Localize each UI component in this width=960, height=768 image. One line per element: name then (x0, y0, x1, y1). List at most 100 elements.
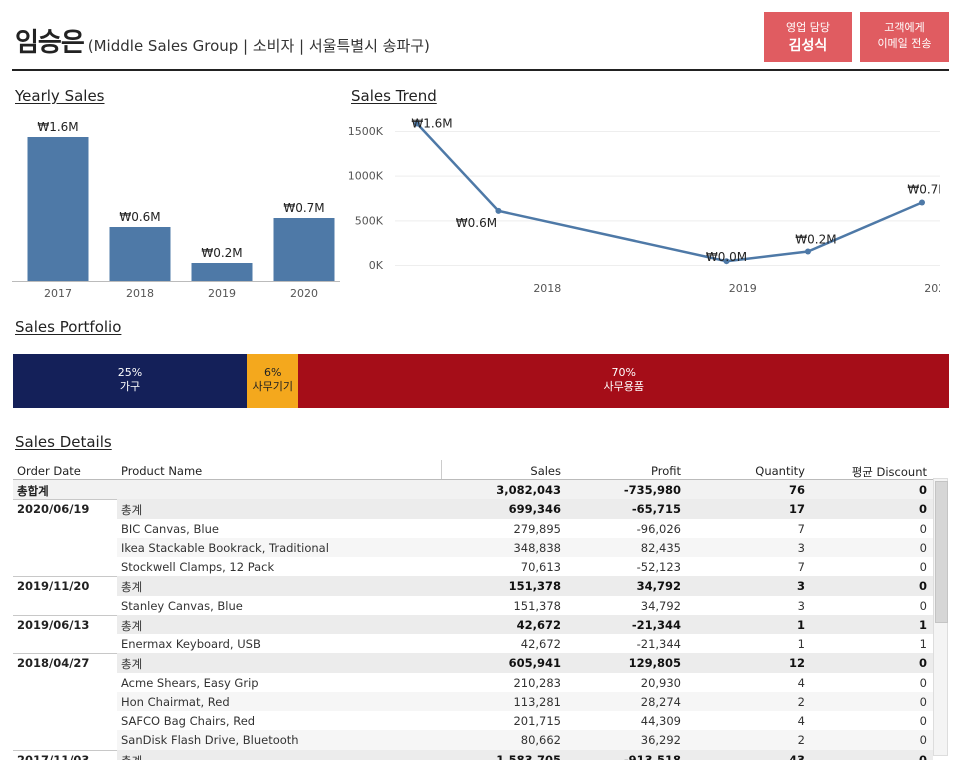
trend-point[interactable] (414, 120, 420, 127)
table-row[interactable]: 2018/04/27 총계 605,941 129,805 12 0 (13, 653, 933, 673)
trend-point[interactable] (919, 199, 925, 206)
cell-order-date: 2019/06/13 (17, 617, 90, 632)
table-header: Order Date Product Name Sales Profit Qua… (13, 460, 933, 480)
trend-point[interactable] (804, 248, 811, 255)
row-band (117, 614, 933, 634)
header-underline (13, 479, 933, 480)
table-row[interactable]: BIC Canvas, Blue 279,895 -96,026 7 0 (13, 519, 933, 538)
sales-portfolio-title: Sales Portfolio (15, 318, 122, 336)
bar-x-tick: 2018 (126, 287, 154, 300)
sales-trend-title: Sales Trend (351, 87, 437, 105)
cell-product-name: Hon Chairmat, Red (121, 694, 230, 709)
bar-value-label: ₩1.6M (37, 120, 78, 134)
sales-portfolio-bar: 25% 가구 6% 사무기기 70% 사무용품 (13, 354, 949, 408)
cell-quantity: 2 (797, 694, 805, 709)
yearly-sales-bar[interactable] (191, 263, 253, 281)
col-avg-discount[interactable]: 평균 Discount (851, 465, 927, 479)
sales-trend-chart: 0K 500K 1000K 1500K ₩1.6M ₩0.6M ₩0.0M ₩0.2M ₩0.7… (348, 117, 940, 295)
yearly-sales-title: Yearly Sales (15, 87, 105, 105)
cell-quantity: 4 (797, 675, 805, 690)
cell-sales: 42,672 (520, 637, 561, 651)
send-email-button[interactable]: 고객에게 이메일 전송 (860, 12, 949, 62)
table-row[interactable]: 2019/11/20 총계 151,378 34,792 3 0 (13, 576, 933, 596)
table-row[interactable]: 2017/11/03 총계 1,583,705 -913,518 43 0 (13, 749, 933, 761)
table-row[interactable]: 총합계 3,082,043 -735,980 76 0 (13, 480, 933, 500)
col-quantity[interactable]: Quantity (755, 464, 805, 478)
trend-point[interactable] (495, 207, 502, 214)
cell-sales: 279,895 (513, 521, 561, 536)
send-email-line1: 고객에게 (884, 21, 925, 34)
table-row[interactable]: Enermax Keyboard, USB 42,672 -21,344 1 1 (13, 634, 933, 653)
table-row[interactable]: Hon Chairmat, Red 113,281 28,274 2 0 (13, 691, 933, 711)
table-row[interactable]: Stockwell Clamps, 12 Pack 70,613 -52,123 7 0 (13, 557, 933, 576)
portfolio-segment[interactable]: 25% 가구 (13, 354, 247, 408)
cell-product-name: SAFCO Bag Chairs, Red (121, 714, 256, 728)
table-row[interactable]: SanDisk Flash Drive, Bluetooth 80,662 36,2… (13, 730, 933, 750)
yearly-sales-bar[interactable] (27, 137, 89, 281)
trend-y-tick: 0K (369, 259, 384, 272)
header-separator (441, 460, 442, 480)
cell-product-name: 총계 (121, 618, 143, 633)
cell-product-name: 총계 (121, 503, 143, 518)
trend-point[interactable] (723, 258, 730, 265)
trend-value-label: ₩1.6M (411, 117, 452, 131)
cell-quantity: 43 (788, 752, 805, 761)
cell-product-name: Acme Shears, Easy Grip (121, 675, 259, 690)
row-band (117, 749, 933, 760)
cell-profit: -96,026 (636, 521, 681, 536)
table-row[interactable]: Acme Shears, Easy Grip 210,283 20,930 4 0 (13, 673, 933, 692)
cell-sales: 210,283 (513, 675, 561, 690)
cell-discount: 0 (919, 540, 927, 555)
cell-profit: 82,435 (640, 540, 681, 555)
cell-discount: 0 (918, 483, 927, 497)
cell-discount: 0 (919, 733, 927, 748)
bar-value-label: ₩0.2M (201, 246, 242, 260)
cell-quantity: 2 (797, 733, 805, 748)
col-profit[interactable]: Profit (651, 464, 681, 478)
customer-meta: (Middle Sales Group | 소비자 | 서울특별시 송파구) (87, 37, 430, 55)
cell-quantity: 3 (797, 540, 805, 555)
portfolio-segment[interactable]: 6% 사무기기 (247, 354, 299, 408)
portfolio-segment[interactable]: 70% 사무용품 (298, 354, 949, 408)
cell-profit: 34,792 (640, 598, 681, 613)
portfolio-pct: 6% (264, 366, 282, 379)
cell-discount: 0 (918, 579, 927, 594)
cell-discount: 0 (919, 598, 927, 613)
table-scrollbar[interactable] (933, 478, 948, 756)
yearly-sales-bar[interactable] (273, 218, 335, 281)
yearly-sales-bar[interactable] (109, 227, 171, 281)
cell-discount: 1 (919, 637, 927, 651)
trend-value-label: ₩0.2M (795, 232, 836, 246)
cell-sales: 151,378 (513, 598, 561, 613)
cell-profit: -65,715 (631, 502, 681, 517)
customer-header: 임승은 (Middle Sales Group | 소비자 | 서울특별시 송파구… (0, 0, 960, 71)
trend-y-tick: 1000K (348, 170, 384, 183)
col-order-date[interactable]: Order Date (17, 464, 81, 478)
col-product-name[interactable]: Product Name (121, 464, 203, 478)
table-row[interactable]: SAFCO Bag Chairs, Red 201,715 44,309 4 0 (13, 711, 933, 730)
sales-manager-button[interactable]: 영업 담당 김성식 (764, 12, 852, 62)
cell-order-date: 2020/06/19 (17, 502, 90, 517)
table-row[interactable]: 2019/06/13 총계 42,672 -21,344 1 1 (13, 614, 933, 634)
table-row[interactable]: Ikea Stackable Bookrack, Traditional 348,… (13, 537, 933, 557)
cell-profit: 44,309 (640, 714, 681, 728)
table-row[interactable]: 2020/06/19 총계 699,346 -65,715 17 0 (13, 499, 933, 519)
table-body: 총합계 3,082,043 -735,980 76 0 2020/06/19 총계 699,3… (13, 480, 933, 760)
cell-discount: 0 (918, 502, 927, 517)
cell-discount: 0 (919, 714, 927, 728)
scrollbar-thumb[interactable] (935, 481, 948, 623)
cell-order-date: 2017/11/03 (17, 752, 90, 761)
cell-profit: -52,123 (636, 560, 681, 574)
customer-name: 임승은 (15, 28, 85, 58)
table-row[interactable]: Stanley Canvas, Blue 151,378 34,792 3 0 (13, 596, 933, 615)
trend-value-label: ₩0.6M (456, 216, 497, 230)
cell-product-name: Ikea Stackable Bookrack, Traditional (121, 540, 329, 555)
cell-sales: 201,715 (513, 714, 561, 728)
cell-order-date: 총합계 (17, 484, 49, 498)
cell-product-name: Stockwell Clamps, 12 Pack (121, 560, 275, 574)
send-email-line2: 이메일 전송 (877, 37, 932, 50)
cell-quantity: 1 (797, 637, 805, 651)
trend-x-tick: 2018 (533, 282, 561, 295)
col-sales[interactable]: Sales (530, 464, 561, 478)
cell-sales: 605,941 (508, 656, 561, 671)
